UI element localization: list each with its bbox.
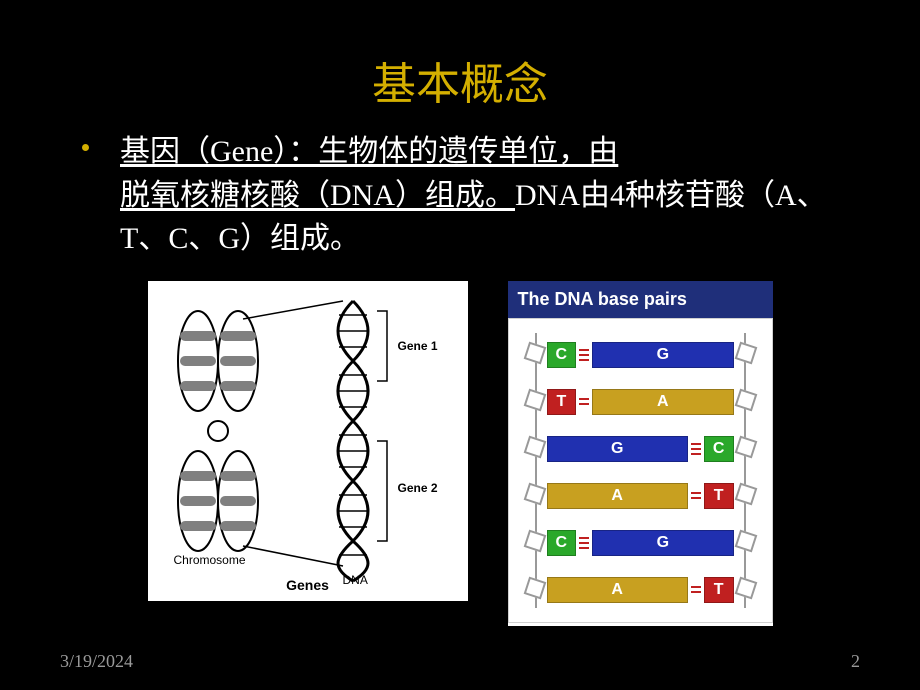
sugar-icon <box>523 341 546 364</box>
sugar-icon <box>523 529 546 552</box>
base-T: T <box>704 483 734 509</box>
gene1-label: Gene 1 <box>398 339 438 353</box>
sugar-icon <box>734 482 757 505</box>
base-pair-row: TA <box>547 388 734 416</box>
base-G: G <box>592 530 733 556</box>
sugar-icon <box>523 482 546 505</box>
dna-figure-body: CGTAGCATCGAT <box>508 318 773 623</box>
base-G: G <box>592 342 733 368</box>
base-A: A <box>547 483 688 509</box>
dna-backbone-right <box>744 333 746 608</box>
sugar-icon <box>523 435 546 458</box>
page-number: 2 <box>851 651 860 672</box>
base-A: A <box>547 577 688 603</box>
sugar-icon <box>523 388 546 411</box>
sugar-icon <box>734 435 757 458</box>
diagram-row: Chromosome DNA Gene 1 Gene 2 Genes The D… <box>0 281 920 626</box>
base-G: G <box>547 436 688 462</box>
chromosome-icon <box>178 301 343 566</box>
base-A: A <box>592 389 733 415</box>
sugar-icon <box>523 576 546 599</box>
hydrogen-bond-icon <box>576 389 592 415</box>
hydrogen-bond-icon <box>688 577 704 603</box>
sugar-icon <box>734 388 757 411</box>
dna-basepairs-figure: The DNA base pairs CGTAGCATCGAT <box>508 281 773 626</box>
base-C: C <box>547 342 577 368</box>
slide-title: 基本概念 <box>0 0 920 112</box>
base-pair-row: CG <box>547 341 734 369</box>
genes-figure: Chromosome DNA Gene 1 Gene 2 Genes <box>148 281 468 601</box>
bullet-line-1: 基因（Gene）：生物体的遗传单位，由 <box>120 135 618 168</box>
hydrogen-bond-icon <box>576 530 592 556</box>
dna-backbone-left <box>535 333 537 608</box>
base-pair-row: CG <box>547 529 734 557</box>
base-pair-row: GC <box>547 435 734 463</box>
gene2-label: Gene 2 <box>398 481 438 495</box>
genes-caption: Genes <box>148 577 468 593</box>
sugar-icon <box>734 529 757 552</box>
base-pair-row: AT <box>547 482 734 510</box>
bullet-line-2a: 脱氧核糖核酸（DNA）组成。 <box>120 179 515 212</box>
sugar-icon <box>734 341 757 364</box>
chromosome-label: Chromosome <box>174 553 246 567</box>
base-C: C <box>704 436 734 462</box>
base-T: T <box>704 577 734 603</box>
base-C: C <box>547 530 577 556</box>
footer-date: 3/19/2024 <box>60 651 133 672</box>
hydrogen-bond-icon <box>688 483 704 509</box>
sugar-icon <box>734 576 757 599</box>
base-T: T <box>547 389 577 415</box>
dna-helix-icon <box>337 301 387 581</box>
bullet-paragraph: 基因（Gene）：生物体的遗传单位，由 脱氧核糖核酸（DNA）组成。DNA由4种… <box>0 112 920 261</box>
bullet-icon <box>82 144 89 151</box>
dna-figure-header: The DNA base pairs <box>508 281 773 318</box>
base-pair-row: AT <box>547 576 734 604</box>
hydrogen-bond-icon <box>688 436 704 462</box>
hydrogen-bond-icon <box>576 342 592 368</box>
